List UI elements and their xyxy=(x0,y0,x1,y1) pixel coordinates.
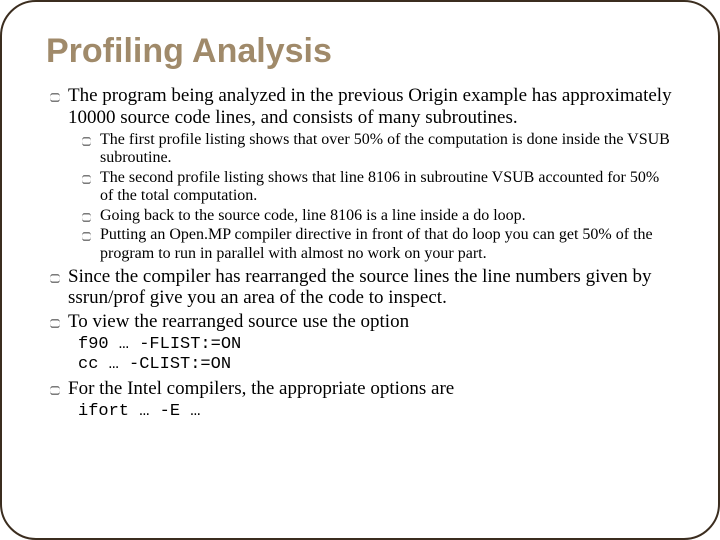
bullet-text: The program being analyzed in the previo… xyxy=(68,85,672,128)
slide-frame: Profiling Analysis The program being ana… xyxy=(0,0,720,540)
bullet-list-level2: The first profile listing shows that ove… xyxy=(68,131,674,264)
code-block: ifort … -E … xyxy=(78,402,674,422)
bullet-item: The first profile listing shows that ove… xyxy=(78,131,674,168)
code-line: ifort … -E … xyxy=(78,402,674,422)
slide-title: Profiling Analysis xyxy=(46,32,674,71)
bullet-item: Since the compiler has rearranged the so… xyxy=(46,266,674,310)
bullet-text: The second profile listing shows that li… xyxy=(100,169,659,205)
bullet-item: Putting an Open.MP compiler directive in… xyxy=(78,226,674,263)
bullet-text: Going back to the source code, line 8106… xyxy=(100,207,526,224)
bullet-item: Going back to the source code, line 8106… xyxy=(78,207,674,226)
bullet-text: The first profile listing shows that ove… xyxy=(100,131,670,167)
bullet-item: For the Intel compilers, the appropriate… xyxy=(46,378,674,400)
bullet-item: The program being analyzed in the previo… xyxy=(46,85,674,264)
bullet-text: For the Intel compilers, the appropriate… xyxy=(68,378,454,399)
bullet-item: The second profile listing shows that li… xyxy=(78,169,674,206)
bullet-list-level1: For the Intel compilers, the appropriate… xyxy=(46,378,674,400)
code-line: cc … -CLIST:=ON xyxy=(78,355,674,375)
bullet-list-level1: The program being analyzed in the previo… xyxy=(46,85,674,333)
code-block: f90 … -FLIST:=ON cc … -CLIST:=ON xyxy=(78,335,674,375)
bullet-text: Since the compiler has rearranged the so… xyxy=(68,266,652,309)
code-line: f90 … -FLIST:=ON xyxy=(78,335,674,355)
bullet-item: To view the rearranged source use the op… xyxy=(46,311,674,333)
bullet-text: Putting an Open.MP compiler directive in… xyxy=(100,226,653,262)
bullet-text: To view the rearranged source use the op… xyxy=(68,311,409,332)
